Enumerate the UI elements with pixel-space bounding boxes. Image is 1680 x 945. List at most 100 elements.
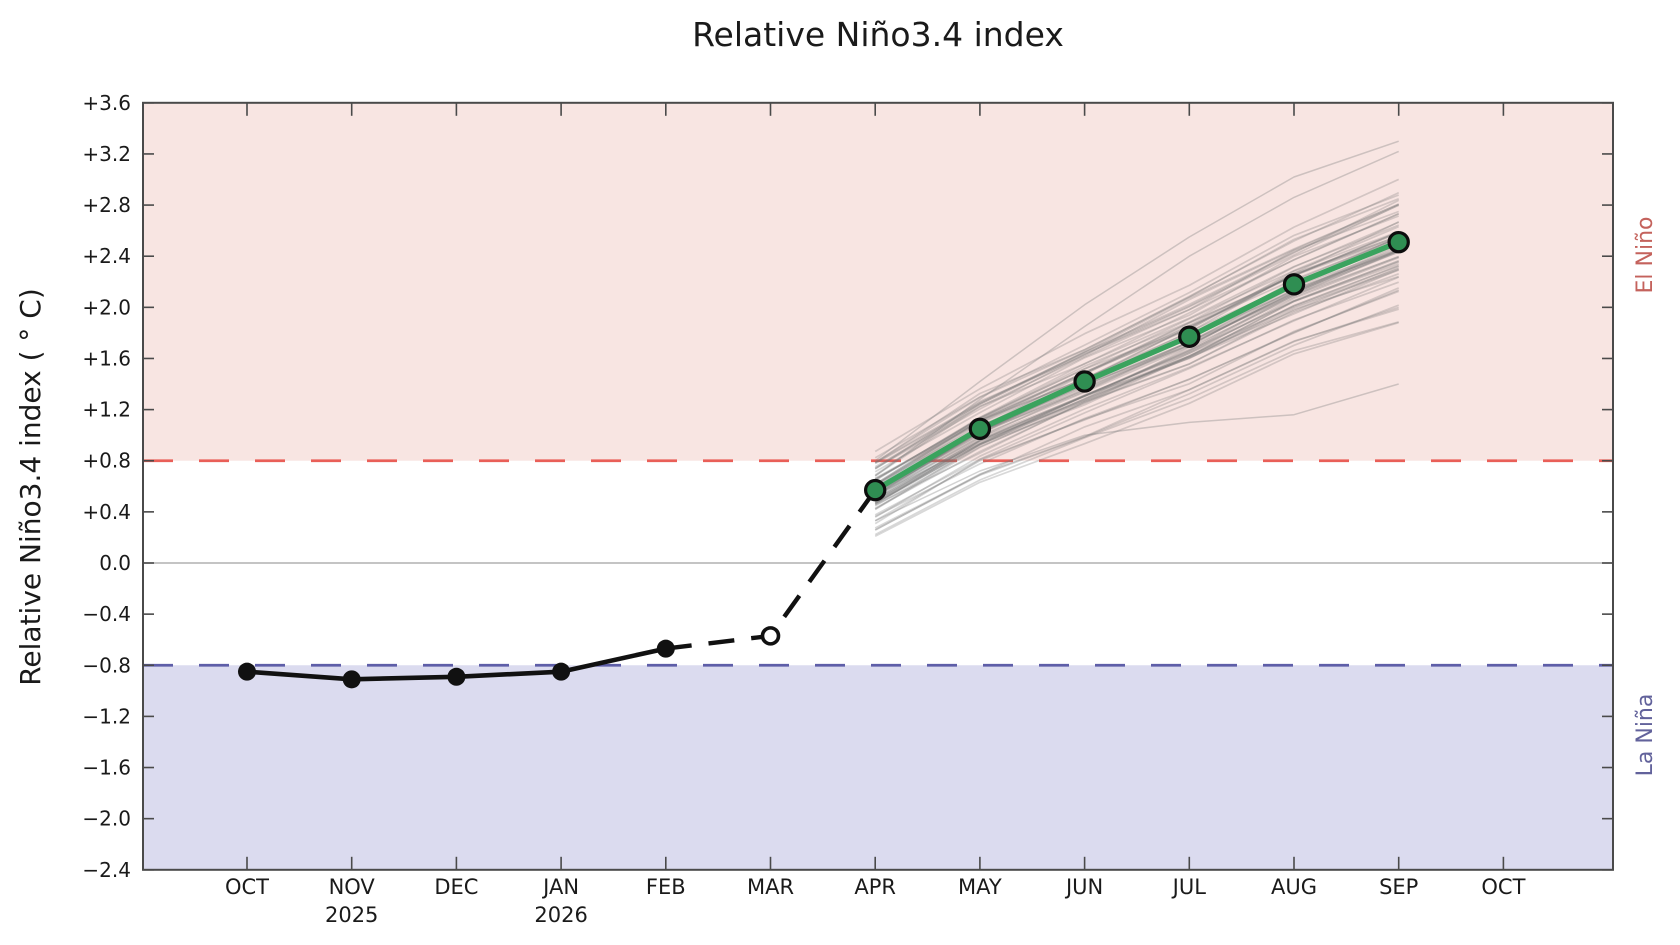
la-nina-band-label: La Niña [1633, 694, 1658, 777]
x-tick-label: SEP [1379, 875, 1418, 899]
ensemble-line [874, 248, 1399, 497]
preliminary-open-point [760, 626, 781, 646]
el-nino-region [143, 102, 1613, 461]
x-tick-label: APR [854, 875, 896, 899]
x-tick-label: AUG [1271, 875, 1317, 899]
ensemble-line [874, 256, 1399, 497]
ensemble-line [874, 269, 1399, 505]
ensemble-line [874, 204, 1400, 469]
y-tick-label: −0.4 [82, 602, 131, 626]
ensemble-line [874, 236, 1399, 486]
ensemble-line [874, 321, 1399, 538]
x-tick-label: NOV [329, 875, 376, 899]
el-nino-band-label: El Niño [1633, 217, 1658, 294]
threshold-bands [143, 102, 1613, 870]
ensemble-line [874, 191, 1400, 464]
ensemble-line [874, 194, 1400, 459]
observed-point [552, 662, 571, 681]
ensemble-line [874, 263, 1399, 502]
forecast-point [1282, 273, 1306, 296]
ensemble-line [874, 224, 1400, 482]
observed-point [238, 662, 256, 681]
ensemble-line [874, 266, 1400, 504]
ensemble-line [874, 251, 1400, 499]
ensemble-line [874, 235, 1399, 488]
x-tick-label: MAY [958, 875, 1002, 899]
ensemble-line [874, 198, 1400, 464]
ensemble-plume [874, 140, 1400, 538]
y-tick-label: +3.6 [82, 91, 131, 115]
y-tick-label: +0.4 [82, 500, 131, 524]
ensemble-line [874, 199, 1400, 464]
data-series [238, 230, 1410, 689]
ensemble-line [874, 225, 1400, 481]
ensemble-line [874, 260, 1399, 503]
ensemble-outlier-line [874, 150, 1400, 477]
ensemble-line [874, 264, 1400, 505]
x-tick-label: JUL [1171, 875, 1207, 899]
x-tick-label: JAN [541, 875, 579, 899]
ensemble-line [874, 275, 1399, 510]
observed-point [656, 639, 675, 658]
x-year-label: 2026 [534, 903, 587, 927]
ensemble-line [874, 249, 1400, 497]
ensemble-line [874, 221, 1400, 481]
y-tick-label: +2.4 [82, 244, 131, 268]
ensemble-line [874, 204, 1400, 465]
y-tick-label: −1.2 [82, 704, 131, 728]
y-tick-label: +0.8 [82, 449, 131, 473]
ensemble-line [874, 231, 1400, 485]
ensemble-line [874, 276, 1400, 518]
ensemble-line [874, 232, 1400, 485]
axes-spines-and-ticks [142, 101, 1614, 871]
y-tick-label: −0.8 [82, 653, 131, 677]
ensemble-line [874, 203, 1400, 470]
ensemble-line [874, 230, 1400, 486]
observed-to-forecast-dashed-line [665, 488, 877, 651]
ensemble-outlier-line [874, 140, 1399, 462]
x-tick-label: MAR [747, 875, 794, 899]
ensemble-outlier-line [874, 383, 1399, 522]
y-tick-label: −2.0 [82, 807, 131, 831]
ensemble-line [874, 289, 1400, 518]
x-year-label: 2025 [325, 903, 378, 927]
ensemble-line [874, 213, 1400, 476]
ensemble-line [874, 259, 1400, 501]
y-tick-label: +1.6 [82, 346, 131, 370]
plot-border [142, 101, 1614, 871]
x-tick-label: FEB [646, 875, 686, 899]
forecast-mean-line [872, 239, 1402, 493]
ensemble-line [874, 268, 1399, 507]
tick-labels: +3.6 +3.2 +2.8 +2.4 +2.0 +1.6 +1.2 +0.8 +0.4 0.0 −… [82, 91, 1525, 927]
ensemble-line [874, 268, 1400, 510]
ensemble-line [874, 221, 1400, 479]
la-nina-region [143, 665, 1613, 870]
forecast-point [1073, 370, 1096, 393]
ensemble-line [874, 235, 1399, 486]
y-axis-label: Relative Niño3.4 index ( ° C) [14, 288, 47, 686]
ensemble-line [874, 281, 1399, 516]
x-tick-label: JUN [1064, 875, 1103, 899]
ensemble-line [874, 245, 1400, 497]
y-tick-label: +3.2 [82, 142, 131, 166]
chart-title: Relative Niño3.4 index [692, 15, 1064, 54]
y-tick-label: +2.8 [82, 193, 131, 217]
observed-point [342, 670, 361, 689]
ensemble-line [874, 265, 1400, 511]
forecast-point [1387, 230, 1410, 254]
forecast-point [864, 478, 887, 502]
x-tick-label: DEC [434, 875, 478, 899]
ensemble-line [874, 215, 1400, 473]
ensemble-line [874, 256, 1400, 506]
ensemble-line [874, 304, 1400, 531]
ensemble-line [874, 212, 1400, 477]
ensemble-line [874, 308, 1399, 531]
x-tick-label: OCT [1481, 875, 1525, 899]
forecast-point [1178, 325, 1201, 348]
ensemble-line [874, 178, 1400, 453]
y-tick-label: −1.6 [82, 756, 131, 780]
ensemble-line [874, 210, 1399, 468]
ensemble-line [874, 273, 1399, 506]
